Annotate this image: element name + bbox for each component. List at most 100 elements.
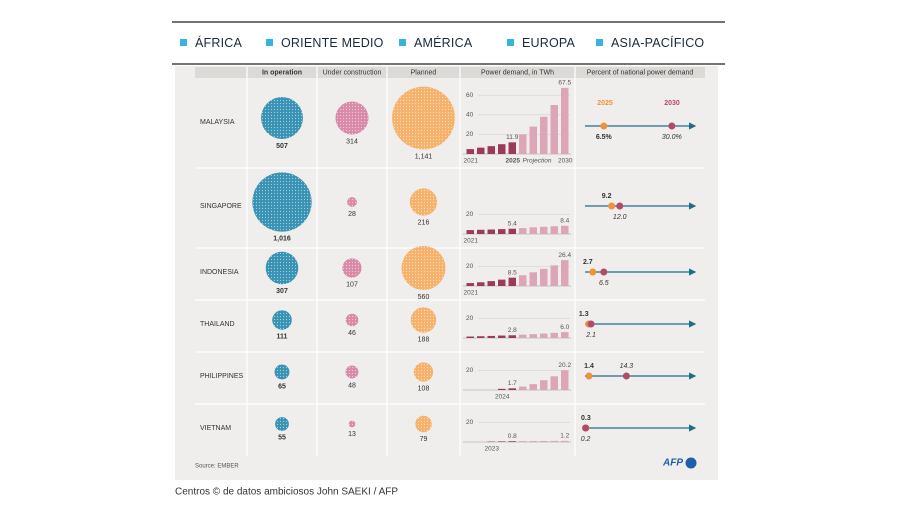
bar [529, 334, 537, 338]
pct-label: 0.3 [581, 415, 591, 422]
bar [519, 275, 527, 286]
bubble-texture [252, 172, 312, 232]
bar [498, 388, 506, 390]
bar [487, 146, 495, 154]
annotation: Projection [523, 158, 552, 165]
bubble-texture [272, 310, 292, 330]
pct-label: 30.0% [662, 134, 682, 141]
bubble-texture [345, 365, 359, 379]
pct-dot [600, 268, 608, 276]
column-header: Power demand, in TWh [481, 69, 554, 76]
bar-label: 11.9 [506, 134, 519, 141]
bar [540, 441, 548, 442]
column-header: Under construction [323, 69, 382, 76]
bar [498, 144, 506, 154]
pct-label: 2.7 [583, 259, 593, 266]
nav-bullet [507, 39, 514, 46]
bar [466, 149, 474, 154]
pct-dot [589, 268, 597, 276]
bar [519, 386, 527, 390]
bar [550, 265, 558, 286]
pct-label: 12.0 [613, 214, 627, 221]
x-tick-label: 2024 [495, 394, 510, 401]
nav-item[interactable]: EUROPA [522, 36, 576, 50]
bar [466, 230, 474, 234]
bar [519, 134, 527, 154]
pct-dot [600, 122, 608, 130]
bar [561, 225, 569, 234]
bubble-texture [392, 86, 455, 150]
bar [561, 87, 569, 154]
pct-label: 0.2 [581, 436, 591, 443]
bubble-label: 111 [277, 334, 288, 341]
bar [487, 281, 495, 286]
pct-label: 6.5% [596, 134, 613, 141]
pct-label: 9.2 [602, 193, 612, 200]
bar [508, 388, 516, 390]
bar-label: 8.5 [508, 269, 517, 276]
bubble-texture [345, 313, 359, 327]
pct-label: 1.4 [584, 363, 594, 370]
bubble-texture [410, 307, 437, 333]
bar [508, 335, 516, 338]
column-header: In operation [262, 69, 302, 76]
bubble-label: 48 [348, 382, 356, 389]
bar [561, 260, 569, 286]
row-name: MALAYSIA [200, 119, 235, 126]
bubble-label: 1,016 [273, 235, 291, 242]
bar [540, 268, 548, 286]
bar-label: 8.4 [560, 217, 569, 224]
y-tick-label: 40 [466, 112, 474, 119]
nav-item[interactable]: ASIA-PACÍFICO [611, 35, 704, 50]
bubble-label: 560 [418, 294, 430, 301]
pct-dot [608, 202, 616, 210]
row-name: INDONESIA [200, 269, 239, 276]
bar [550, 332, 558, 338]
pct-dot [585, 372, 593, 380]
pct-label: 6.5 [599, 280, 609, 287]
nav-bullet [180, 39, 187, 46]
pct-dot [616, 202, 624, 210]
bar-label: 0.8 [508, 433, 517, 440]
bubble-label: 1,141 [415, 153, 433, 160]
y-tick-label: 20 [466, 263, 474, 270]
bar [498, 441, 506, 442]
bar [477, 147, 485, 154]
nav-item[interactable]: ÁFRICA [195, 35, 242, 50]
bar-label: 26.4 [558, 252, 571, 259]
nav-item[interactable]: ORIENTE MEDIO [281, 36, 384, 50]
bubble-texture [347, 197, 357, 207]
bubble-texture [401, 245, 446, 291]
y-tick-label: 20 [466, 315, 474, 322]
bubble-label: 188 [418, 337, 430, 344]
logo: AFP [662, 457, 697, 469]
bar [561, 332, 569, 338]
bar [466, 283, 474, 286]
bar [540, 116, 548, 154]
bar [498, 335, 506, 338]
x-tick-label: 2030 [558, 158, 573, 165]
bar [529, 126, 537, 154]
bar [529, 384, 537, 390]
nav-item[interactable]: AMÉRICA [414, 35, 473, 50]
bar [529, 441, 537, 442]
bar [508, 142, 516, 154]
pct-dot [622, 372, 630, 380]
x-tick-label: 2021 [464, 290, 479, 297]
bubble-texture [275, 417, 289, 431]
bubble-texture [342, 258, 362, 278]
bubble-label: 79 [420, 436, 428, 443]
legend-label: 2030 [664, 100, 680, 107]
bar [498, 229, 506, 234]
y-tick-label: 20 [466, 419, 474, 426]
row-name: VIETNAM [200, 425, 231, 432]
bubble-texture [274, 364, 290, 380]
bar [487, 335, 495, 338]
bar [477, 282, 485, 286]
bubble-texture [413, 362, 434, 382]
legend-label: 2025 [597, 100, 613, 107]
row-name: THAILAND [200, 321, 235, 328]
row-name: SINGAPORE [200, 203, 242, 210]
bar [529, 272, 537, 286]
